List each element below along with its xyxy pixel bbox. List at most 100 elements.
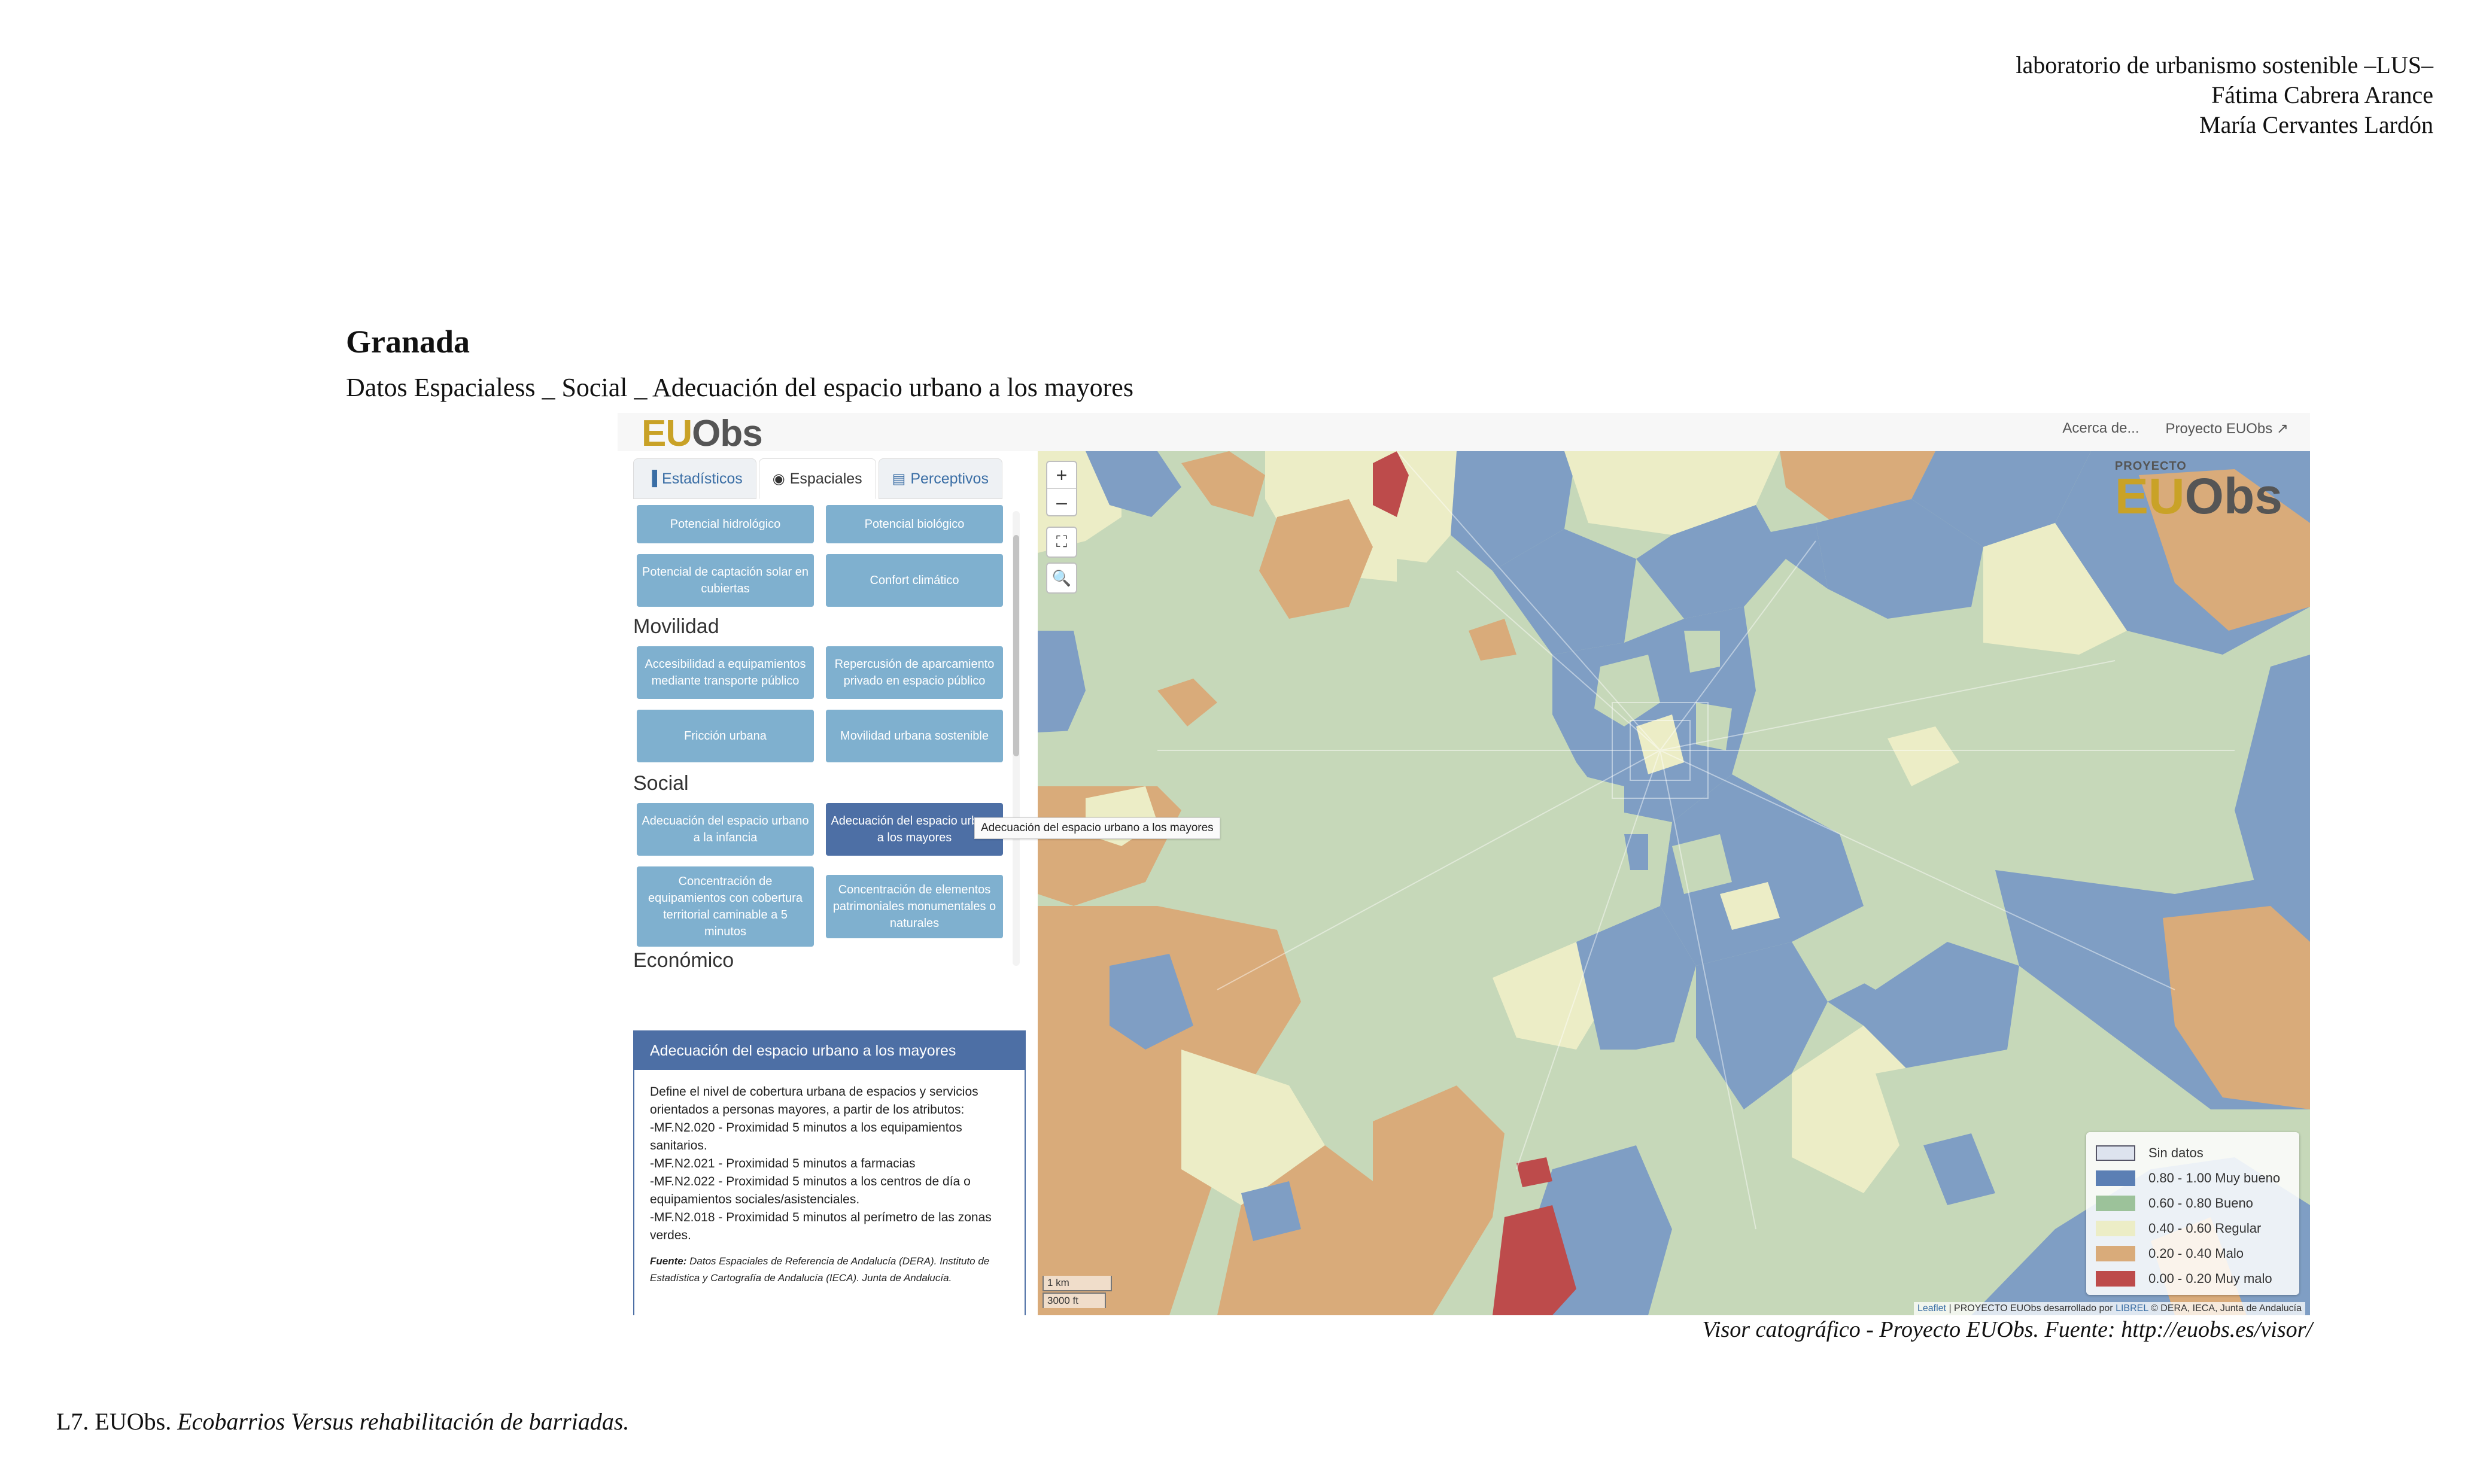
- info-attribute: -MF.N2.020 - Proximidad 5 minutos a los …: [650, 1121, 962, 1152]
- project-logo-wordmark: EUObs: [2115, 471, 2282, 521]
- info-description: Define el nivel de cobertura urbana de e…: [650, 1085, 978, 1117]
- map-search-button[interactable]: 🔍: [1046, 562, 1077, 594]
- map-scale: 1 km 3000 ft: [1043, 1276, 1112, 1308]
- tab-perceptivos[interactable]: ▤ Perceptivos: [878, 458, 1002, 499]
- info-attribute: -MF.N2.021 - Proximidad 5 minutos a farm…: [650, 1157, 916, 1170]
- button-tooltip: Adecuación del espacio urbano a los mayo…: [974, 817, 1220, 839]
- leaflet-link[interactable]: Leaflet: [1917, 1303, 1946, 1313]
- tab-bar: ▐ Estadísticos ◉ Espaciales ▤ Perceptivo…: [633, 458, 1005, 499]
- fullscreen-button[interactable]: ⛶: [1046, 527, 1077, 558]
- project-logo-label: PROYECTO: [2114, 460, 2187, 473]
- footer-prefix: L7. EUObs.: [56, 1408, 178, 1435]
- footer-italic: Ecobarrios Versus rehabilitación de barr…: [177, 1408, 630, 1435]
- figure-caption: Visor catográfico - Proyecto EUObs. Fuen…: [1702, 1317, 2312, 1342]
- info-source-label: Fuente:: [650, 1255, 687, 1267]
- zoom-out-button[interactable]: –: [1047, 488, 1076, 515]
- legend-item: 0.60 - 0.80 Bueno: [2096, 1191, 2290, 1216]
- credit-line: Fátima Cabrera Arance: [2211, 81, 2433, 108]
- page-title: Granada: [346, 324, 470, 360]
- legend-item: 0.80 - 1.00 Muy bueno: [2096, 1166, 2290, 1191]
- indicator-button-solar[interactable]: Potencial de captación solar en cubierta…: [637, 554, 814, 607]
- indicator-button-patrimoniales[interactable]: Concentración de elementos patrimoniales…: [826, 875, 1003, 938]
- image-icon: ▤: [892, 470, 906, 487]
- credits-block: laboratorio de urbanismo sostenible –LUS…: [2016, 50, 2433, 140]
- legend-swatch: [2096, 1196, 2135, 1211]
- project-logo-eu: EU: [2114, 468, 2185, 524]
- scale-km: 1 km: [1043, 1276, 1112, 1291]
- indicator-button-mayores[interactable]: Adecuación del espacio urbano a los mayo…: [826, 803, 1003, 856]
- legend-item: 0.40 - 0.60 Regular: [2096, 1216, 2290, 1241]
- logo-eu-text: EU: [642, 413, 692, 454]
- indicator-button-infancia[interactable]: Adecuación del espacio urbano a la infan…: [637, 803, 814, 856]
- legend-label: 0.80 - 1.00 Muy bueno: [2148, 1170, 2281, 1185]
- tab-label: Perceptivos: [910, 470, 989, 487]
- indicator-button-hidrologico[interactable]: Potencial hidrológico: [637, 505, 814, 543]
- indicator-button-biologico[interactable]: Potencial biológico: [826, 505, 1003, 543]
- librel-link[interactable]: LIBREL: [2116, 1303, 2148, 1313]
- indicator-button-accesibilidad[interactable]: Accesibilidad a equipamientos mediante t…: [637, 646, 814, 699]
- legend-label: 0.20 - 0.40 Malo: [2148, 1246, 2244, 1261]
- external-link-icon: ↗: [2276, 421, 2288, 437]
- section-social: Social: [633, 772, 689, 795]
- map-attribution: Leaflet | PROYECTO EUObs desarrollado po…: [1913, 1302, 2305, 1315]
- indicator-button-aparcamiento[interactable]: Repercusión de aparcamiento privado en e…: [826, 646, 1003, 699]
- legend-item: Sin datos: [2096, 1141, 2290, 1166]
- zoom-control: + –: [1046, 461, 1077, 516]
- indicator-button-movilidad[interactable]: Movilidad urbana sostenible: [826, 710, 1003, 762]
- map-marker-icon: ◉: [772, 470, 785, 487]
- legend-label: 0.60 - 0.80 Bueno: [2148, 1196, 2253, 1211]
- legend-label: 0.00 - 0.20 Muy malo: [2148, 1271, 2272, 1286]
- info-source-text: Datos Espaciales de Referencia de Andalu…: [650, 1255, 990, 1284]
- indicator-button-friccion[interactable]: Fricción urbana: [637, 710, 814, 762]
- zoom-in-button[interactable]: +: [1056, 464, 1068, 486]
- logo-obs-text: Obs: [692, 413, 763, 454]
- legend-swatch: [2096, 1246, 2135, 1261]
- info-attribute: -MF.N2.018 - Proximidad 5 minutos al per…: [650, 1211, 992, 1242]
- top-links: Acerca de... Proyecto EUObs ↗: [2062, 420, 2288, 437]
- indicator-button-confort[interactable]: Confort climático: [826, 554, 1003, 607]
- indicator-list[interactable]: Potencial hidrológico Potencial biológic…: [633, 505, 1016, 971]
- tab-estadisticos[interactable]: ▐ Estadísticos: [633, 458, 756, 499]
- info-panel-title: Adecuación del espacio urbano a los mayo…: [634, 1032, 1025, 1070]
- page-footer: L7. EUObs. Ecobarrios Versus rehabilitac…: [56, 1407, 629, 1436]
- tab-espaciales[interactable]: ◉ Espaciales: [758, 458, 876, 499]
- project-link-label: Proyecto EUObs: [2165, 421, 2273, 437]
- indicator-info-panel: Adecuación del espacio urbano a los mayo…: [633, 1030, 1026, 1315]
- tab-label: Espaciales: [789, 470, 862, 487]
- project-link[interactable]: Proyecto EUObs ↗: [2165, 420, 2288, 437]
- attribution-tail: © DERA, IECA, Junta de Andalucía: [2148, 1303, 2302, 1313]
- legend-item: 0.00 - 0.20 Muy malo: [2096, 1266, 2290, 1291]
- info-attribute: -MF.N2.022 - Proximidad 5 minutos a los …: [650, 1175, 971, 1206]
- legend-label: 0.40 - 0.60 Regular: [2148, 1221, 2262, 1236]
- legend-swatch: [2096, 1170, 2135, 1186]
- fullscreen-icon: ⛶: [1056, 533, 1068, 551]
- map-legend: Sin datos 0.80 - 1.00 Muy bueno 0.60 - 0…: [2086, 1132, 2299, 1295]
- credit-line: laboratorio de urbanismo sostenible –LUS…: [2016, 51, 2433, 78]
- viewer-topbar: EUObs Acerca de... Proyecto EUObs ↗: [618, 413, 2310, 452]
- euobs-logo[interactable]: EUObs: [642, 413, 763, 454]
- scale-ft: 3000 ft: [1043, 1293, 1106, 1308]
- indicator-button-equipamientos[interactable]: Concentración de equipamientos con cober…: [637, 866, 814, 947]
- legend-swatch: [2096, 1271, 2135, 1287]
- attribution-text: | PROYECTO EUObs desarrollado por: [1946, 1303, 2116, 1313]
- legend-swatch: [2096, 1221, 2135, 1236]
- project-logo-obs: Obs: [2184, 468, 2282, 524]
- project-logo: PROYECTO EUObs: [2115, 460, 2282, 521]
- info-panel-body: Define el nivel de cobertura urbana de e…: [634, 1070, 1025, 1300]
- legend-item: 0.20 - 0.40 Malo: [2096, 1241, 2290, 1266]
- map-polygons: [1038, 451, 2310, 1315]
- legend-label: Sin datos: [2148, 1145, 2203, 1160]
- search-icon: 🔍: [1051, 568, 1072, 587]
- info-source: Fuente: Datos Espaciales de Referencia d…: [650, 1253, 1009, 1287]
- tab-label: Estadísticos: [662, 470, 743, 487]
- about-link[interactable]: Acerca de...: [2062, 420, 2139, 436]
- sidebar: ▐ Estadísticos ◉ Espaciales ▤ Perceptivo…: [618, 451, 1043, 1315]
- viewer-screenshot: EUObs Acerca de... Proyecto EUObs ↗ ▐ Es…: [618, 413, 2310, 1315]
- credit-line: María Cervantes Lardón: [2199, 111, 2433, 138]
- section-movilidad: Movilidad: [633, 615, 719, 638]
- scrollbar-thumb[interactable]: [1013, 535, 1019, 756]
- choropleth-map[interactable]: + – ⛶ 🔍 PROYECTO EUObs Sin datos 0.80 - …: [1038, 451, 2310, 1315]
- page-subtitle: Datos Espacialess _ Social _ Adecuación …: [346, 373, 1133, 402]
- bar-chart-icon: ▐: [647, 470, 658, 486]
- section-economico: Económico: [633, 949, 734, 971]
